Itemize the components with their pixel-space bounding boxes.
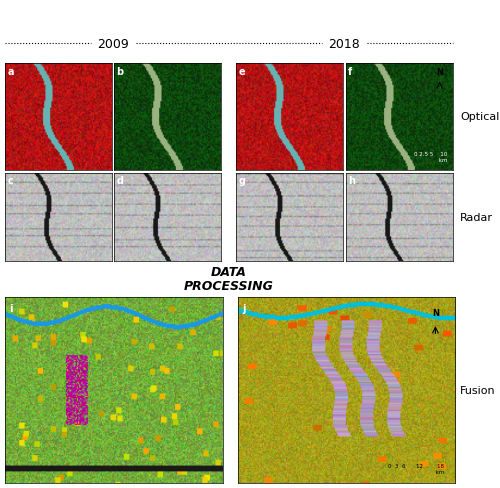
Text: h: h bbox=[348, 176, 355, 186]
Text: DATA: DATA bbox=[211, 266, 246, 279]
Text: PROCESSING: PROCESSING bbox=[184, 279, 274, 292]
Text: 0 2.5 5    10
         km: 0 2.5 5 10 km bbox=[414, 151, 447, 162]
Text: 0  3  6      12        18
              km: 0 3 6 12 18 km bbox=[388, 463, 444, 474]
Text: e: e bbox=[238, 67, 245, 77]
Text: Optical: Optical bbox=[460, 112, 500, 122]
Text: f: f bbox=[348, 67, 352, 77]
Text: 2009: 2009 bbox=[97, 39, 129, 51]
Text: a: a bbox=[7, 67, 14, 77]
Text: Fusion: Fusion bbox=[460, 386, 496, 395]
Text: j: j bbox=[242, 303, 246, 313]
Text: i: i bbox=[10, 303, 13, 313]
Text: N: N bbox=[432, 308, 439, 317]
Text: 2018: 2018 bbox=[328, 39, 360, 51]
Text: b: b bbox=[116, 67, 123, 77]
Text: g: g bbox=[238, 176, 246, 186]
Text: Radar: Radar bbox=[460, 212, 493, 222]
Text: c: c bbox=[7, 176, 13, 186]
Text: N: N bbox=[436, 67, 443, 77]
Text: d: d bbox=[116, 176, 123, 186]
